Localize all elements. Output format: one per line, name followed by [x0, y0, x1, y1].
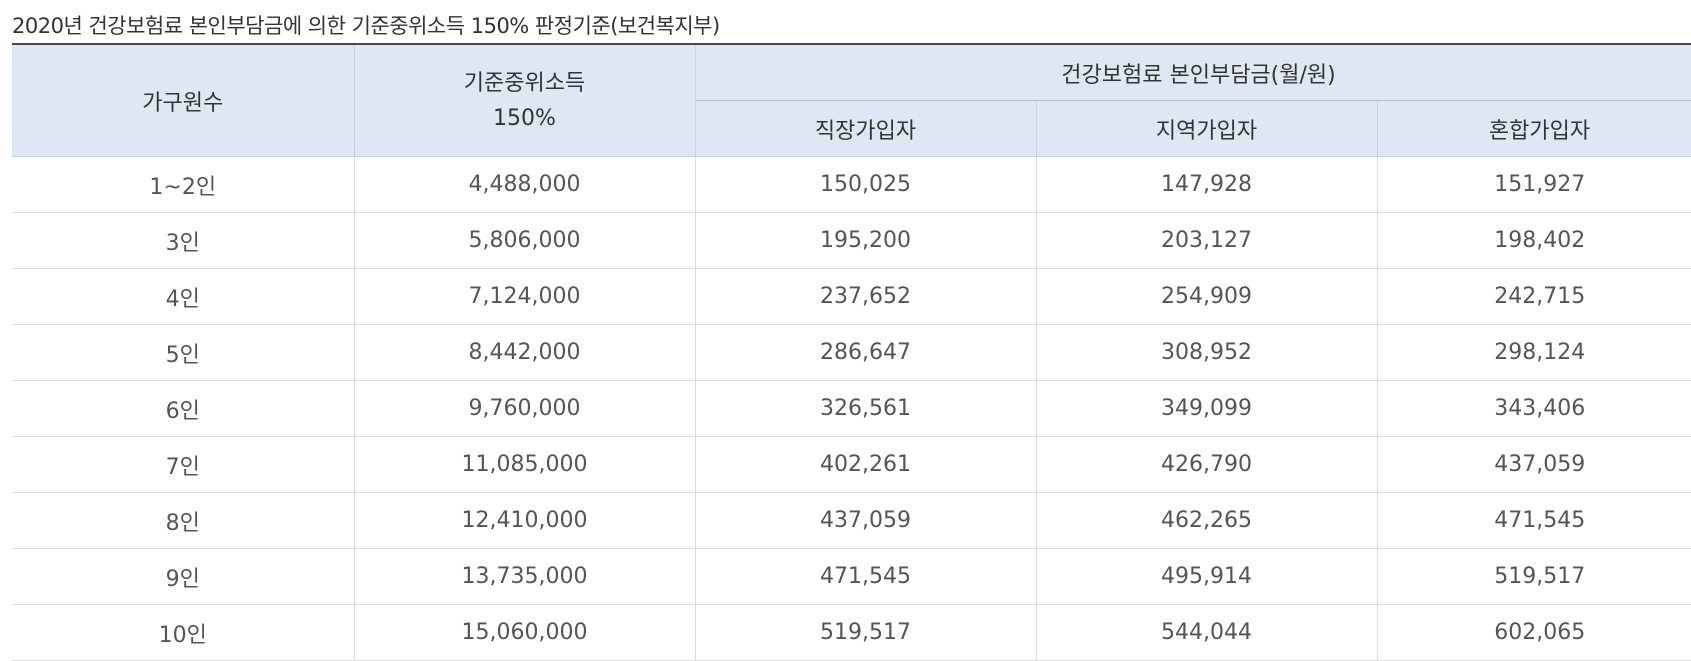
cell-income: 4,488,000	[353, 156, 695, 213]
cell-household: 9인	[12, 548, 354, 605]
cell-regional: 495,914	[1035, 548, 1377, 605]
cell-regional: 426,790	[1035, 436, 1377, 493]
header-mixed: 혼합가입자	[1376, 100, 1691, 157]
cell-mixed: 198,402	[1376, 212, 1691, 269]
cell-employee: 519,517	[694, 604, 1036, 661]
cell-mixed: 242,715	[1376, 268, 1691, 325]
cell-mixed: 298,124	[1376, 324, 1691, 381]
cell-income: 13,735,000	[353, 548, 695, 605]
cell-employee: 150,025	[694, 156, 1036, 213]
cell-income: 12,410,000	[353, 492, 695, 549]
cell-household: 1~2인	[12, 156, 354, 213]
cell-income: 8,442,000	[353, 324, 695, 381]
cell-regional: 147,928	[1035, 156, 1377, 213]
cell-income: 7,124,000	[353, 268, 695, 325]
cell-regional: 349,099	[1035, 380, 1377, 437]
table-header: 가구원수 기준중위소득 150% 건강보험료 본인부담금(월/원) 직장가입자 …	[12, 44, 1691, 157]
cell-regional: 254,909	[1035, 268, 1377, 325]
header-median-income-line1: 기준중위소득	[463, 70, 586, 96]
cell-income: 5,806,000	[353, 212, 695, 269]
header-median-income: 기준중위소득 150%	[353, 44, 696, 157]
cell-employee: 471,545	[694, 548, 1036, 605]
header-median-income-line2: 150%	[493, 105, 556, 131]
cell-income: 9,760,000	[353, 380, 695, 437]
cell-employee: 326,561	[694, 380, 1036, 437]
cell-mixed: 151,927	[1376, 156, 1691, 213]
cell-employee: 237,652	[694, 268, 1036, 325]
cell-mixed: 471,545	[1376, 492, 1691, 549]
header-household: 가구원수	[12, 44, 355, 157]
header-premium-group: 건강보험료 본인부담금(월/원)	[694, 44, 1691, 101]
cell-household: 6인	[12, 380, 354, 437]
cell-income: 15,060,000	[353, 604, 695, 661]
cell-mixed: 519,517	[1376, 548, 1691, 605]
cell-employee: 437,059	[694, 492, 1036, 549]
table-row: 9인 13,735,000 471,545 495,914 519,517	[12, 548, 1691, 605]
cell-regional: 544,044	[1035, 604, 1377, 661]
table-body: 1~2인 4,488,000 150,025 147,928 151,927 3…	[12, 156, 1691, 661]
cell-household: 10인	[12, 604, 354, 661]
cell-employee: 402,261	[694, 436, 1036, 493]
cell-employee: 286,647	[694, 324, 1036, 381]
cell-employee: 195,200	[694, 212, 1036, 269]
table-row: 5인 8,442,000 286,647 308,952 298,124	[12, 324, 1691, 381]
cell-mixed: 602,065	[1376, 604, 1691, 661]
cell-household: 4인	[12, 268, 354, 325]
cell-household: 3인	[12, 212, 354, 269]
table-row: 7인 11,085,000 402,261 426,790 437,059	[12, 436, 1691, 493]
table-row: 1~2인 4,488,000 150,025 147,928 151,927	[12, 156, 1691, 213]
table-row: 8인 12,410,000 437,059 462,265 471,545	[12, 492, 1691, 549]
cell-household: 8인	[12, 492, 354, 549]
header-employee: 직장가입자	[695, 100, 1037, 157]
cell-income: 11,085,000	[353, 436, 695, 493]
table-row: 4인 7,124,000 237,652 254,909 242,715	[12, 268, 1691, 325]
cell-regional: 203,127	[1035, 212, 1377, 269]
cell-household: 5인	[12, 324, 354, 381]
table-row: 10인 15,060,000 519,517 544,044 602,065	[12, 604, 1691, 661]
table-row: 6인 9,760,000 326,561 349,099 343,406	[12, 380, 1691, 437]
cell-regional: 462,265	[1035, 492, 1377, 549]
cell-household: 7인	[12, 436, 354, 493]
cell-mixed: 343,406	[1376, 380, 1691, 437]
header-regional: 지역가입자	[1035, 100, 1378, 157]
table-title: 2020년 건강보험료 본인부담금에 의한 기준중위소득 150% 판정기준(보…	[12, 14, 720, 38]
income-criteria-table: 가구원수 기준중위소득 150% 건강보험료 본인부담금(월/원) 직장가입자 …	[12, 43, 1691, 661]
table-row: 3인 5,806,000 195,200 203,127 198,402	[12, 212, 1691, 269]
cell-mixed: 437,059	[1376, 436, 1691, 493]
cell-regional: 308,952	[1035, 324, 1377, 381]
